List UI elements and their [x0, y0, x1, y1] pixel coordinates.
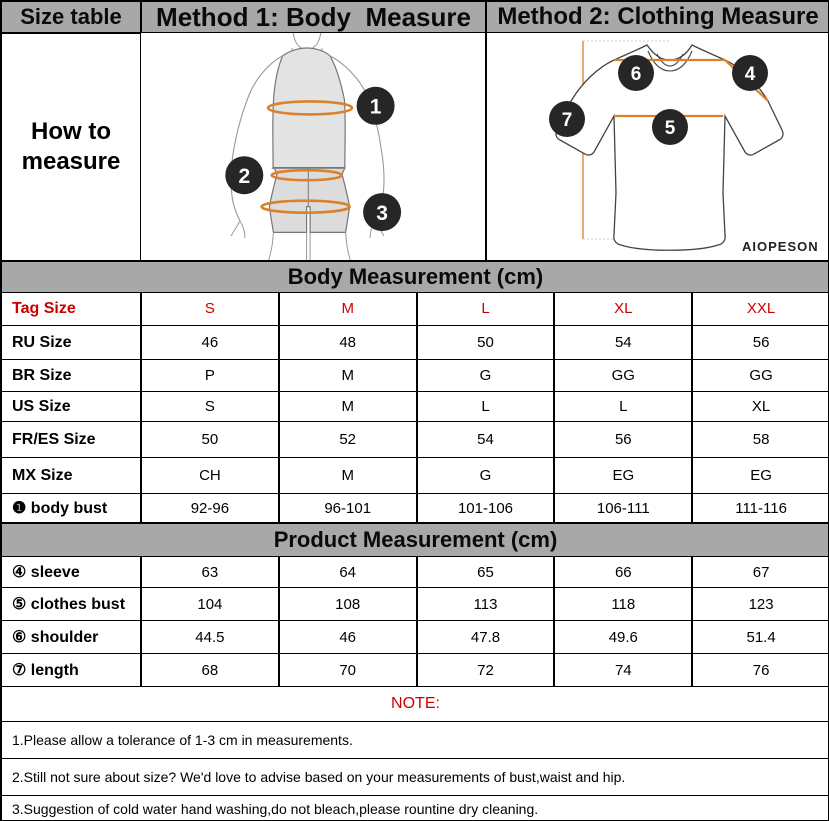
svg-text:1: 1 [370, 96, 382, 119]
svg-text:3: 3 [376, 202, 388, 225]
svg-text:AIOPESON: AIOPESON [742, 239, 819, 254]
svg-text:7: 7 [562, 110, 573, 131]
svg-text:2: 2 [238, 165, 250, 188]
svg-text:6: 6 [631, 64, 642, 85]
svg-text:5: 5 [665, 118, 676, 139]
svg-text:4: 4 [745, 64, 756, 85]
